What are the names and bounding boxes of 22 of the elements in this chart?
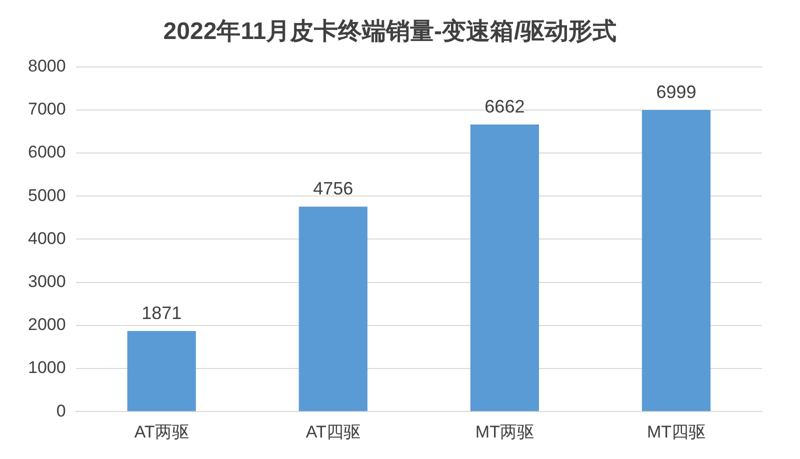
bar: [298, 206, 368, 412]
data-label: 6662: [484, 96, 525, 116]
y-tick-label: 6000: [28, 142, 66, 162]
y-tick-label: 4000: [28, 228, 66, 248]
x-tick-label: MT两驱: [475, 422, 534, 442]
x-tick-label: MT四驱: [646, 422, 706, 442]
bar: [470, 124, 539, 412]
x-tick-label: AT四驱: [306, 422, 360, 442]
chart-title: 2022年11月皮卡终端销量-变速箱/驱动形式: [163, 18, 617, 46]
y-tick-label: 1000: [28, 358, 66, 378]
bar: [642, 110, 711, 412]
y-tick-label: 5000: [28, 186, 66, 205]
data-label: 6999: [656, 82, 696, 102]
data-label: 4756: [313, 178, 354, 199]
y-tick-label: 8000: [28, 56, 66, 76]
data-label: 1871: [142, 302, 182, 323]
y-tick-label: 3000: [28, 272, 66, 291]
x-tick-label: AT两驱: [134, 422, 189, 442]
bar: [127, 330, 196, 412]
y-tick-label: 0: [56, 401, 66, 420]
y-tick-label: 7000: [28, 100, 66, 119]
y-tick-label: 2000: [28, 315, 66, 334]
